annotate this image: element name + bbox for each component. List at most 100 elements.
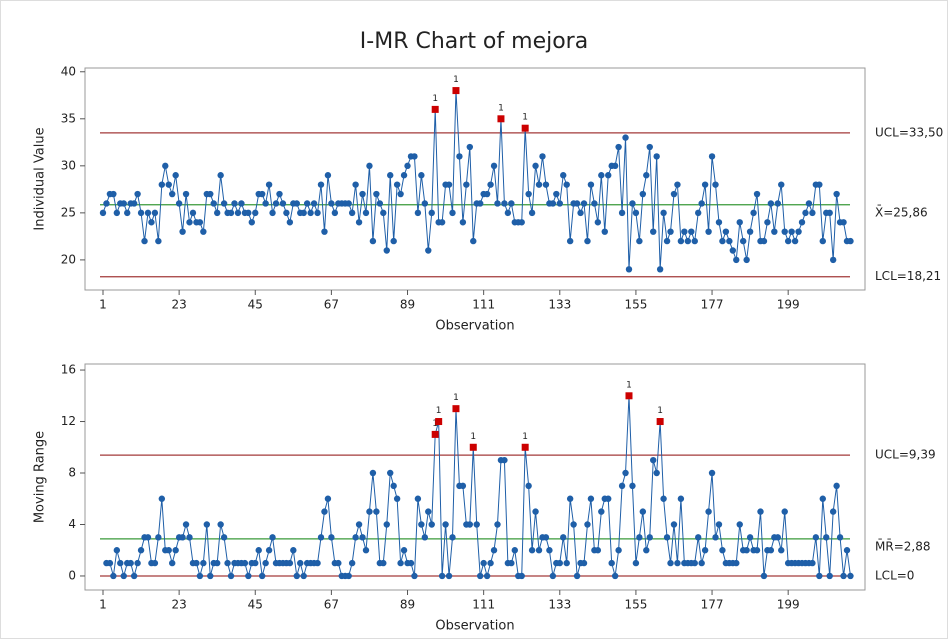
- point: [362, 209, 370, 217]
- point: [753, 547, 761, 554]
- point: [760, 572, 768, 580]
- point: [155, 237, 162, 245]
- point: [438, 219, 446, 226]
- point: [345, 572, 352, 580]
- point: [646, 534, 653, 541]
- point: [449, 534, 456, 541]
- point: [843, 547, 851, 554]
- point: [764, 219, 771, 226]
- point: [483, 190, 491, 198]
- point: [110, 190, 117, 198]
- point: [200, 559, 207, 567]
- point: [245, 572, 252, 580]
- point: [400, 547, 408, 554]
- point: [470, 237, 477, 245]
- point: [207, 572, 214, 580]
- point: [366, 508, 373, 515]
- point: [241, 559, 249, 567]
- flag-label: 1: [498, 103, 504, 113]
- point: [546, 547, 553, 554]
- point: [542, 534, 550, 541]
- point: [248, 219, 255, 226]
- point: [736, 219, 743, 226]
- control-label: UCL=9,39: [875, 448, 936, 462]
- point: [162, 162, 169, 170]
- point: [715, 219, 723, 226]
- point: [594, 219, 602, 226]
- point: [829, 256, 837, 264]
- flagged-point: [521, 443, 529, 451]
- point: [542, 181, 550, 188]
- x-tick-label: 1: [99, 598, 107, 612]
- point: [670, 190, 678, 198]
- point: [605, 495, 612, 502]
- point: [110, 572, 117, 580]
- point: [549, 200, 557, 207]
- point: [234, 209, 242, 217]
- point: [393, 181, 401, 188]
- point: [504, 209, 512, 217]
- y-tick-label: 4: [68, 517, 76, 531]
- point: [840, 572, 847, 580]
- point: [781, 508, 788, 515]
- point: [688, 228, 695, 235]
- point: [276, 190, 283, 198]
- point: [629, 200, 636, 207]
- point: [539, 153, 546, 160]
- y-tick-label: 35: [61, 111, 76, 125]
- point: [701, 547, 709, 554]
- point: [708, 469, 716, 477]
- point: [560, 172, 567, 179]
- point: [528, 547, 536, 554]
- point: [144, 534, 152, 541]
- point: [193, 559, 200, 567]
- point: [362, 547, 370, 554]
- flagged-point: [431, 105, 439, 113]
- point: [809, 209, 816, 217]
- point: [722, 228, 730, 235]
- point: [691, 237, 698, 245]
- point: [335, 559, 342, 567]
- point: [490, 162, 498, 170]
- point: [317, 534, 325, 541]
- point: [656, 266, 664, 273]
- x-tick-label: 67: [324, 598, 339, 612]
- point: [321, 228, 328, 235]
- point: [698, 200, 705, 207]
- point: [387, 172, 394, 179]
- point: [314, 559, 321, 567]
- point: [598, 508, 605, 515]
- x-tick-label: 89: [400, 598, 415, 612]
- y-tick-label: 25: [61, 205, 76, 219]
- point: [466, 521, 474, 528]
- point: [169, 190, 176, 198]
- point: [781, 228, 788, 235]
- point: [300, 572, 307, 580]
- point: [636, 237, 643, 245]
- x-tick-label: 177: [701, 598, 724, 612]
- x-axis-title: Observation: [435, 319, 514, 334]
- point: [186, 534, 193, 541]
- point: [712, 534, 719, 541]
- point: [615, 547, 622, 554]
- control-label: LCL=18,21: [875, 269, 941, 283]
- point: [158, 181, 166, 188]
- flag-label: 1: [432, 94, 438, 104]
- point: [189, 209, 197, 217]
- point: [798, 219, 806, 226]
- point: [778, 547, 785, 554]
- point: [182, 190, 190, 198]
- point: [352, 181, 359, 188]
- point: [238, 200, 245, 207]
- point: [411, 153, 418, 160]
- point: [421, 534, 429, 541]
- point: [293, 572, 300, 580]
- point: [674, 181, 681, 188]
- point: [508, 559, 515, 567]
- point: [314, 209, 321, 217]
- point: [324, 172, 332, 179]
- point: [556, 200, 563, 207]
- x-tick-label: 133: [548, 298, 571, 312]
- point: [778, 181, 785, 188]
